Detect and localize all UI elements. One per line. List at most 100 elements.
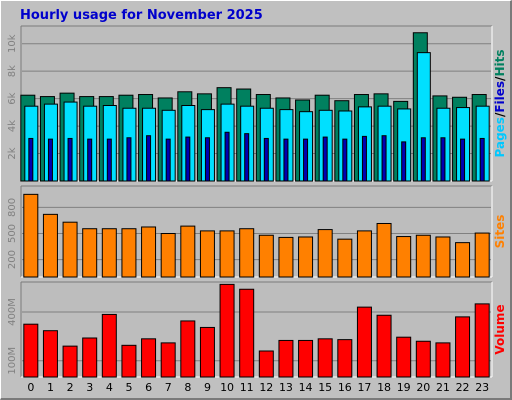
bar-volume [101,313,117,378]
bar-sites [356,230,372,278]
bar-volume [180,320,196,378]
legend-part: Files [493,81,507,113]
bar-sites [199,230,215,278]
bar-sites [396,236,412,278]
series-label: Pages/Files/Hits [493,50,507,158]
bar-sites [435,236,451,278]
x-tick-label: 23 [475,381,489,394]
x-tick-label: 12 [259,381,273,394]
bar-pages [185,136,191,182]
bar-volume [396,336,412,378]
bar-pages [165,138,171,182]
x-tick-label: 17 [357,381,371,394]
bar-pages [381,135,387,182]
bar-pages [440,137,446,182]
bar-sites [141,226,157,278]
bar-pages [47,138,53,182]
bar-pages [460,138,466,182]
x-tick-label: 15 [318,381,332,394]
bar-volume [356,306,372,378]
chart-title: Hourly usage for November 2025 [20,8,263,23]
series-label: Volume [493,304,507,354]
chart-panels: 2k4k6k8k10kPages/Files/Hits200500800Site… [7,25,507,394]
y-tick-label: 6k [7,92,18,104]
bar-volume [23,323,39,378]
bar-volume [337,339,353,378]
bar-volume [219,283,235,378]
bar-pages [322,136,328,182]
bar-pages [146,135,152,182]
x-tick-label: 22 [456,381,470,394]
legend-part: / [493,112,507,117]
bar-volume [376,314,392,378]
bar-sites [42,213,58,278]
bar-pages [204,137,210,182]
bar-pages [342,138,348,182]
bar-sites [474,232,490,278]
bar-sites [180,225,196,278]
bar-sites [121,228,137,278]
panel-sites: 200 500 800 Sites [7,185,507,278]
bar-sites [337,238,353,278]
y-tick-label: 2k [7,147,18,159]
bar-volume [258,350,274,378]
bar-pages [106,138,112,182]
x-tick-label: 19 [397,381,411,394]
x-tick-label: 1 [47,381,54,394]
x-tick-label: 18 [377,381,391,394]
bar-sites [160,233,176,278]
bar-volume [82,337,98,378]
x-tick-label: 3 [86,381,93,394]
bar-pages [263,137,269,182]
plot-area [21,186,492,277]
y-tick-label: 10k [7,34,18,53]
x-tick-label: 21 [436,381,450,394]
bar-sites [415,234,431,278]
bar-pages [361,135,367,182]
bar-pages [244,133,250,182]
y-tick-label: 100M [7,347,18,375]
x-tick-label: 6 [145,381,152,394]
bar-pages [401,141,407,182]
bar-sites [278,236,294,278]
bar-pages [420,137,426,182]
y-tick-label: 8k [7,65,18,77]
y-tick-label: 400M [7,298,18,326]
legend-part: Pages [493,117,507,157]
bar-volume [42,330,58,378]
x-tick-label: 10 [220,381,234,394]
x-tick-label: 9 [204,381,211,394]
bar-volume [239,288,255,378]
bar-pages [87,138,93,182]
x-tick-label: 11 [240,381,254,394]
bar-pages [126,137,132,182]
x-tick-label: 16 [338,381,352,394]
bar-volume [455,316,471,378]
bar-pages [283,138,289,182]
legend-part: / [493,76,507,81]
bar-volume [298,339,314,378]
bar-sites [376,222,392,278]
bar-volume [121,344,137,378]
bar-pages [224,131,230,182]
x-tick-label: 5 [125,381,132,394]
bar-volume [278,339,294,378]
x-tick-label: 20 [416,381,430,394]
x-tick-label: 13 [279,381,293,394]
bar-sites [258,234,274,278]
bar-volume [199,326,215,378]
x-tick-label: 4 [106,381,113,394]
x-tick-label: 7 [165,381,172,394]
bar-volume [160,342,176,378]
bar-pages [28,137,34,182]
x-tick-label: 0 [27,381,34,394]
bar-sites [82,228,98,278]
bar-sites [23,193,39,278]
bar-sites [219,230,235,278]
bar-volume [62,345,78,378]
bar-volume [435,342,451,378]
panel-volume: 100M 400M Volume [7,281,507,378]
bar-pages [479,137,485,182]
